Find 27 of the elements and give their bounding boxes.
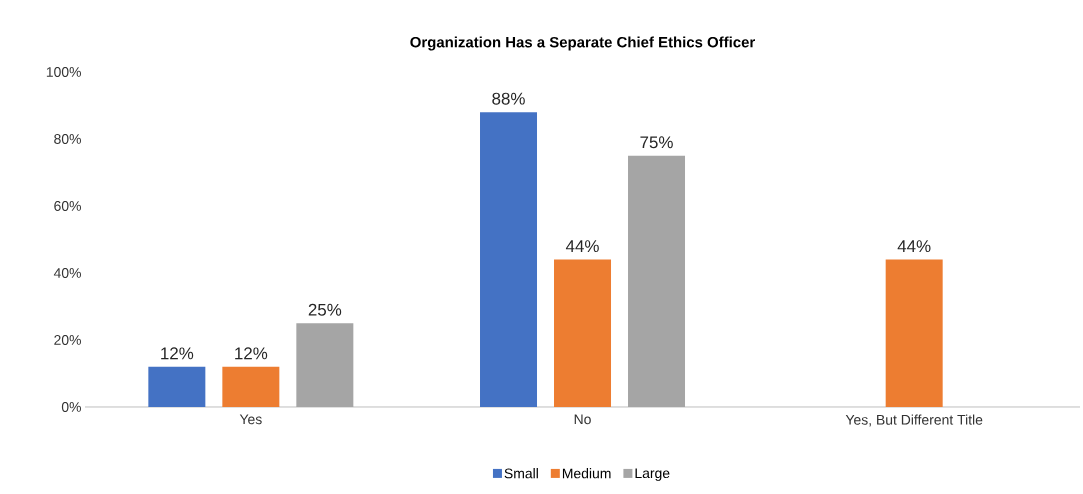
data-label: 12% <box>235 347 268 360</box>
y-tick-label: 40% <box>53 268 81 278</box>
data-label: 12% <box>161 347 194 360</box>
data-label: 88% <box>492 92 525 105</box>
bar <box>628 155 686 407</box>
bar <box>296 323 354 407</box>
data-label: 25% <box>308 303 342 316</box>
data-label: 44% <box>897 240 931 253</box>
bar <box>480 112 538 407</box>
y-tick-label: 100% <box>46 67 81 77</box>
bar <box>148 366 206 407</box>
y-tick-label: 20% <box>54 335 81 345</box>
y-tick-label: 80% <box>54 134 81 144</box>
y-tick-label: 60% <box>54 201 81 211</box>
data-label: 44% <box>565 240 599 253</box>
legend-label: Small <box>504 468 538 479</box>
bar <box>222 366 280 407</box>
x-tick-label: Yes, But Different Title <box>845 414 983 427</box>
bar <box>885 259 943 407</box>
x-tick-label: No <box>574 414 591 425</box>
legend-label: Medium <box>562 468 611 479</box>
data-label: 75% <box>640 136 673 149</box>
y-tick-label: 0% <box>61 402 81 412</box>
bar <box>554 259 612 407</box>
x-tick-label: Yes <box>239 414 262 425</box>
legend-label: Large <box>635 468 670 481</box>
chart-title: Organization Has a Separate Chief Ethics Officer <box>410 36 756 51</box>
